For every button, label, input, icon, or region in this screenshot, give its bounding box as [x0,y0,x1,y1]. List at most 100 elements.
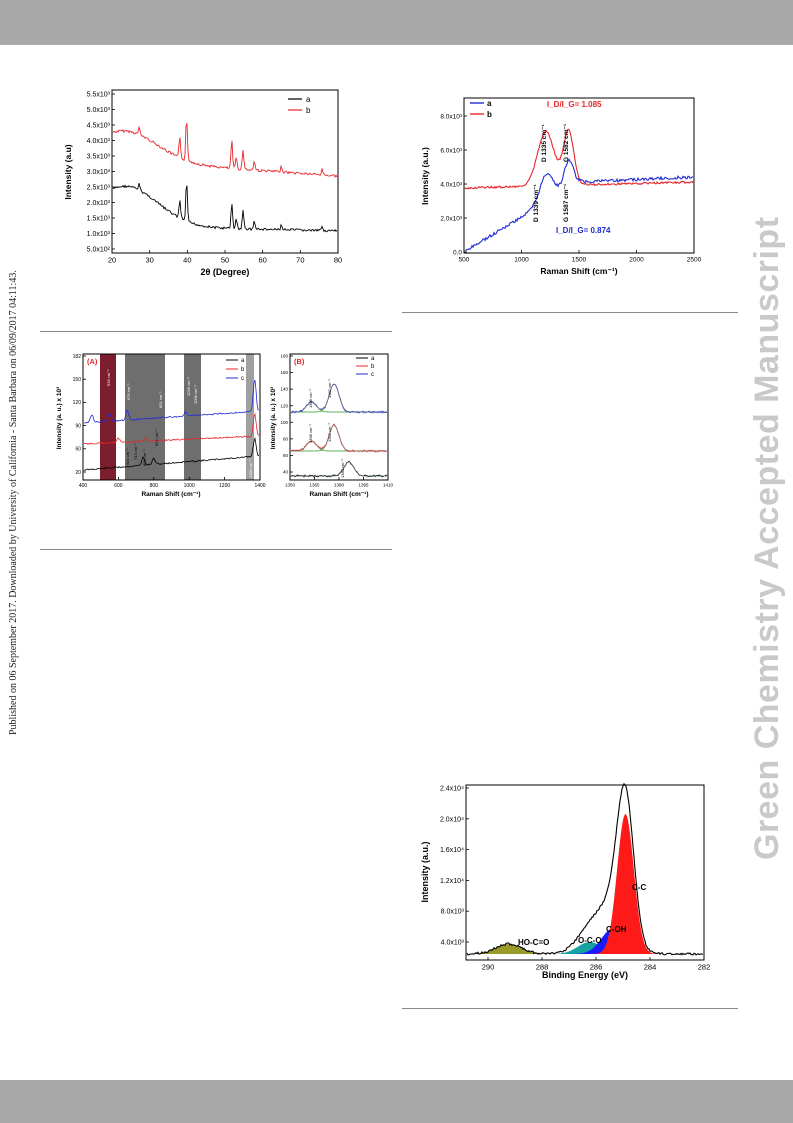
y-tick-label: 2.4x10⁴ [440,785,464,792]
peak-label-g1: G 1582 cm⁻¹ [563,124,570,162]
x-tick-label: 286 [590,963,603,972]
x-tick-label: 1395 [358,483,369,488]
x-tick-label: 1410 [383,483,394,488]
x-tick-label: 400 [79,483,88,489]
x-tick-label: 1000 [514,257,529,264]
panel-label: (B) [294,357,305,366]
x-axis-label: Binding Energy (eV) [542,970,628,980]
x-tick-label: 1400 [254,483,265,489]
x-tick-label: 800 [150,483,159,489]
legend-c: c [371,372,374,378]
y-tick-label: 1.6x10⁴ [440,847,464,854]
x-tick-label: 284 [644,963,657,972]
x-tick-label: 30 [145,256,153,265]
xrd-figure: 5.0x10² 1.0x10³ 1.5x10³ 2.0x10³ 2.5x10³ 3.0x1… [63,89,342,277]
peak-label: 1382 cm⁻¹ [327,379,332,398]
y-tick-label: 4.0x10³ [441,939,465,946]
peak-label-d2: D 1339 cm⁻¹ [533,184,540,222]
peak-label: 526 cm⁻¹ [106,369,111,386]
x-tick-label: 40 [183,256,191,265]
y-tick-label: 1.5x10³ [87,215,111,222]
y-tick-label: 4.5x10³ [87,122,111,129]
y-tick-label: 120 [280,403,288,408]
x-tick-label: 2000 [629,257,644,264]
y-axis-label: Intensity (a. u.) x 10³ [270,386,277,449]
component-label: HO-C=O [518,938,549,947]
x-tick-label: 80 [334,256,342,265]
x-tick-label: 1000 [184,483,195,489]
x-axis-label: Raman Shift (cm⁻¹) [309,491,368,498]
journal-watermark: Green Chemistry Accepted Manuscript [748,216,786,860]
ratio-b-label: I_D/I_G= 1.085 [547,100,602,109]
y-tick-label: 0.0 [453,249,462,256]
panel-label: (A) [87,357,98,366]
bottom-banner [0,1080,793,1123]
x-tick-label: 282 [698,963,711,972]
y-tick-label: 20 [75,470,81,476]
y-tick-label: 160 [280,370,288,375]
top-banner [0,0,793,45]
legend-a: a [306,95,311,104]
highlight-band-4 [246,354,254,480]
y-tick-label: 140 [280,387,288,392]
caption-rule-3 [40,549,392,550]
peak-label-g2: G 1587 cm⁻¹ [563,184,570,222]
y-tick-label: 180 [280,354,288,359]
legend-a: a [371,356,375,362]
legend-b: b [487,110,492,119]
y-tick-label: 8.0x10³ [441,909,465,916]
peak-label: 1382 cm⁻¹ [327,423,332,442]
y-tick-label: 90 [75,423,81,429]
peak-label: 1026 cm⁻¹ [186,377,191,396]
y-axis-label: Intensity (a. u.) x 10³ [56,386,63,449]
raman-panel-b: 40 60 80 100 120 140 160 180 1350 1365 1380 1395 14… [270,353,394,498]
x-tick-label: 2500 [687,257,702,264]
ratio-a-label: I_D/I_G= 0.874 [556,226,611,235]
legend-b: b [306,106,311,115]
x-tick-label: 1380 [334,483,345,488]
legend-c: c [241,376,244,382]
y-tick-label: 60 [75,447,81,453]
peak-label: 852 cm⁻¹ [154,429,159,446]
y-tick-label: 3.0x10³ [87,169,111,176]
x-tick-label: 288 [536,963,549,972]
xps-component [467,814,703,954]
x-tick-label: 70 [296,256,304,265]
peak-label-d1: D 1335 cm⁻¹ [541,124,548,162]
y-tick-label: 4.0x10³ [440,181,463,188]
caption-rule-2 [402,312,738,313]
x-tick-label: 20 [108,256,116,265]
x-axis-label: Raman Shift (cm⁻¹) [540,266,617,276]
raman-panel-a: 20 60 90 120 150 182 400 600 800 1000 1200 1400 (A… [56,353,266,498]
peak-label: 1368 cm⁻¹ [308,424,313,443]
y-tick-label: 6.0x10³ [440,147,463,154]
component-label: O-C-O [578,936,602,945]
peak-label: 681 cm⁻¹ [125,448,130,465]
y-tick-label: 2.0x10³ [87,200,111,207]
peak-label: 1380 cm⁻¹ [340,459,345,478]
y-tick-label: 150 [73,377,82,383]
publication-notice: Published on 06 September 2017. Download… [8,270,19,735]
peak-label: 1380 cm⁻¹ [248,459,253,478]
xps-component [467,942,703,954]
y-tick-label: 80 [283,436,289,441]
legend-b: b [241,367,245,373]
y-tick-label: 2.0x10³ [440,215,463,222]
peak-label: 800 cm⁻¹ [142,449,147,466]
y-tick-label: 5.5x10³ [87,91,111,98]
x-tick-label: 60 [258,256,266,265]
y-tick-label: 182 [73,354,82,360]
legend-b: b [371,364,375,370]
legend-a: a [487,99,492,108]
component-label: C-OH [606,925,627,934]
peak-label: 851 cm⁻¹ [158,391,163,408]
y-tick-label: 1.2x10⁴ [440,878,464,885]
x-tick-label: 50 [221,256,229,265]
y-tick-label: 5.0x10³ [87,107,111,114]
y-tick-label: 4.0x10³ [87,138,111,145]
y-tick-label: 40 [283,470,289,475]
y-axis-label: Intensity (a.u) [63,144,73,199]
y-tick-label: 120 [73,400,82,406]
caption-rule-4 [402,1008,738,1009]
raman-dg-figure: 0.0 2.0x10³ 4.0x10³ 6.0x10³ 8.0x10³ 500 1000 1… [420,97,702,276]
